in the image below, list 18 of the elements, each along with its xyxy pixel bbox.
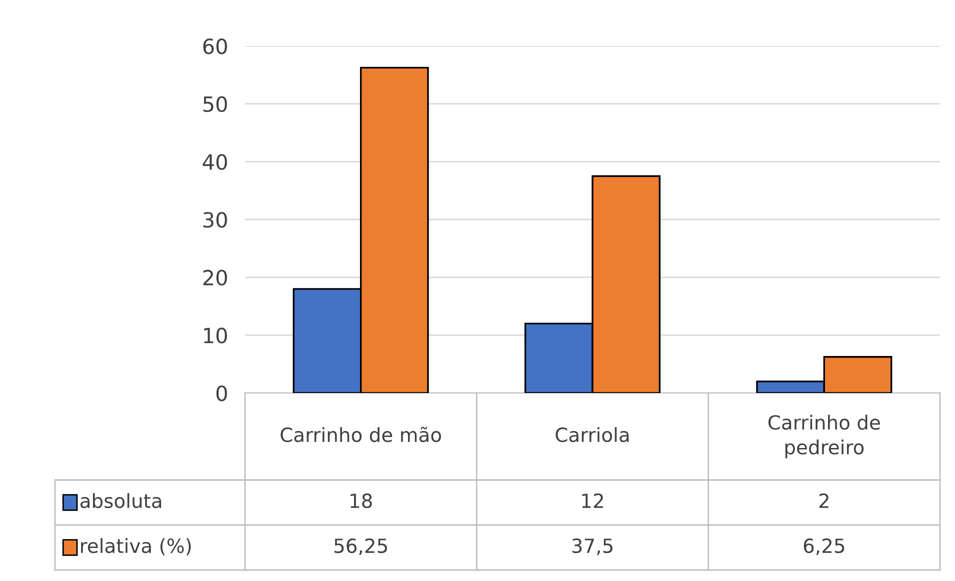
y-tick-label: 50: [203, 96, 227, 112]
x-tick-label: Carrinho de pedreiro: [768, 414, 880, 458]
x-tick-label: Carrinho de mão: [280, 426, 442, 442]
y-tick-label: 10: [204, 328, 227, 344]
data-label: 37,5: [572, 538, 612, 556]
data-label: 18: [350, 493, 372, 508]
data-label: 56,25: [334, 538, 387, 556]
data-label: 12: [582, 493, 603, 508]
data-label: 2: [819, 493, 828, 508]
y-tick-label: 40: [202, 154, 227, 170]
y-tick-label: 60: [203, 38, 227, 54]
legend-label: relativa (%): [81, 538, 191, 556]
y-tick-label: 20: [203, 270, 227, 286]
data-label: 6,25: [804, 538, 844, 556]
legend-label: absoluta: [80, 493, 162, 508]
x-tick-label: Carriola: [556, 427, 629, 442]
y-tick-label: 0: [216, 385, 227, 402]
y-tick-label: 30: [203, 212, 227, 228]
